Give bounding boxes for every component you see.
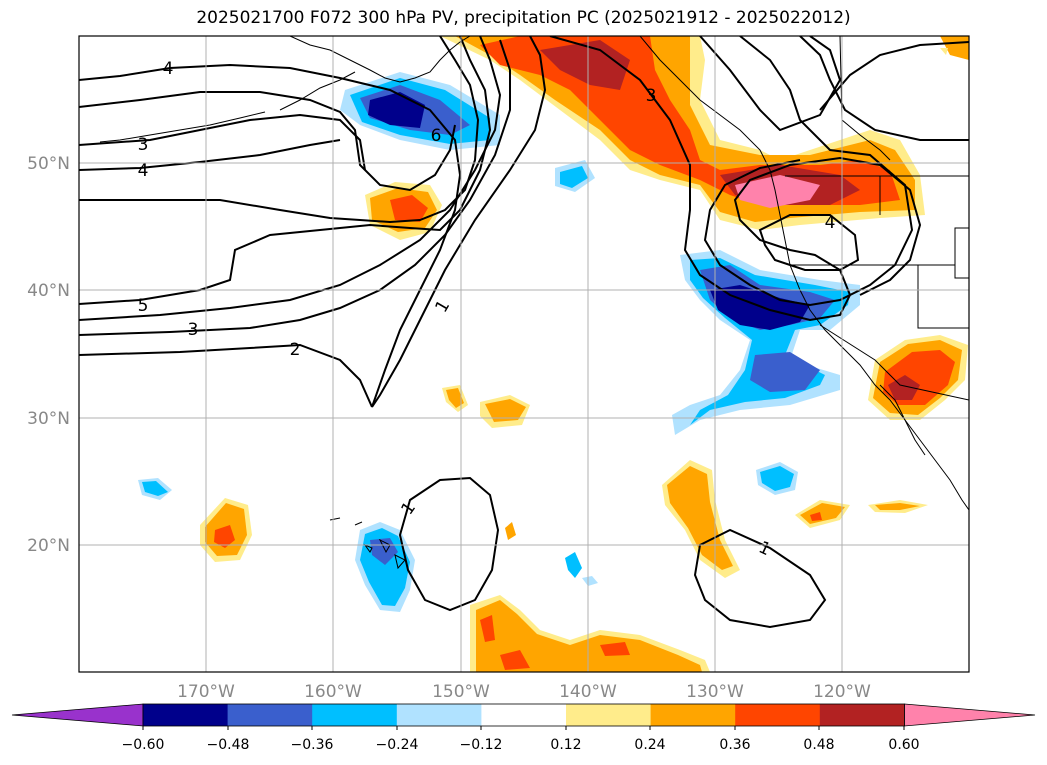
precip-area [500, 650, 530, 670]
precip-area [735, 175, 820, 208]
colorbar-segment [312, 704, 398, 726]
colorbar-segment [481, 704, 567, 726]
colorbar-tick-label: 0.12 [550, 737, 581, 753]
colorbar-tick-label: −0.48 [207, 737, 250, 753]
lat-label: 40°N [27, 281, 70, 301]
pv-contour [79, 63, 462, 408]
colorbar-tick-label: 0.60 [888, 737, 919, 753]
contour-label: 6 [431, 126, 442, 146]
state-border [917, 265, 969, 329]
precip-area [600, 642, 630, 656]
colorbar-segment [227, 704, 313, 726]
pv-contours [79, 36, 969, 629]
hawaii-islands [363, 538, 406, 570]
lon-label: 160°W [304, 682, 362, 702]
precip-area [446, 388, 464, 408]
precip-area [760, 466, 794, 491]
colorbar-segment [566, 704, 652, 726]
contour-label: 3 [188, 320, 199, 340]
pv-contour [703, 36, 914, 307]
colorbar-extend-max [904, 703, 1036, 727]
contour-label: 4 [138, 161, 149, 181]
precip-area [565, 552, 582, 578]
lon-label: 150°W [432, 682, 490, 702]
map-frame [78, 35, 970, 673]
gridlines [79, 36, 969, 672]
precip-area [800, 503, 845, 524]
contour-label: 3 [646, 86, 657, 106]
lat-label: 30°N [27, 409, 70, 429]
precip-area [810, 512, 822, 521]
lon-label: 170°W [177, 682, 235, 702]
contour-label: 4 [825, 213, 836, 233]
pv-contour [79, 39, 511, 336]
precip-area [540, 40, 630, 90]
precip-area [505, 522, 516, 540]
colorbar: −0.60 −0.48 −0.36 −0.24 −0.12 0.12 0.24 0.36 0.4… [11, 703, 1036, 753]
contour-label: 3 [138, 135, 149, 155]
pv-contour [79, 343, 373, 408]
contour-label: 2 [290, 340, 301, 360]
colorbar-segment [819, 704, 905, 726]
colorbar-frame [142, 703, 905, 727]
lon-label: 120°W [813, 682, 871, 702]
aleutian-chain [99, 111, 266, 143]
precip-area [214, 525, 235, 548]
coastline-baja [879, 384, 926, 456]
lon-label: 140°W [559, 682, 617, 702]
pv-contour [819, 41, 969, 111]
pv-contour [79, 36, 502, 321]
contour-label: 5 [138, 296, 149, 316]
colorbar-segment [143, 704, 229, 726]
pv-contour [79, 91, 456, 192]
pv-contour [371, 36, 547, 408]
precip-area [875, 503, 920, 510]
precip-area [750, 352, 820, 392]
colorbar-segment [650, 704, 736, 726]
lat-label: 50°N [27, 154, 70, 174]
pv-contour [79, 36, 480, 224]
colorbar-tick-label: −0.24 [376, 737, 419, 753]
contour-label: 4 [163, 59, 174, 79]
precip-area [476, 600, 702, 672]
pv-contour [758, 214, 860, 271]
lon-label: 130°W [686, 682, 744, 702]
colorbar-tick-label: 0.36 [719, 737, 750, 753]
precip-area [582, 576, 598, 586]
pv-contour [79, 139, 341, 171]
pv-contour [79, 113, 366, 171]
precipitation-fill [138, 36, 969, 672]
precip-area [940, 48, 948, 55]
precip-area [667, 466, 733, 570]
colorbar-tick-label: 0.24 [634, 737, 665, 753]
pv-contour [398, 476, 500, 612]
small-islands [329, 517, 363, 526]
pv-contour [799, 36, 969, 141]
precip-area [560, 166, 588, 188]
state-border [954, 227, 969, 279]
colorbar-tick-label: −0.36 [291, 737, 334, 753]
map-title: 2025021700 F072 300 hPa PV, precipitatio… [196, 8, 851, 28]
pv-contour [699, 36, 842, 132]
colorbar-extend-min [11, 703, 144, 727]
precip-area [390, 195, 428, 222]
colorbar-tick-label: −0.12 [460, 737, 503, 753]
colorbar-segment [735, 704, 821, 726]
coastline-aleutians [279, 71, 356, 111]
border-alaska-canada [839, 36, 891, 161]
precip-area [142, 481, 168, 496]
lat-label: 20°N [27, 536, 70, 556]
precip-area [480, 615, 495, 642]
coastline-alaska [289, 36, 471, 83]
precip-area [485, 399, 526, 422]
pv-contour [79, 36, 492, 305]
pv-contour [693, 528, 827, 629]
contour-label: 1 [431, 297, 454, 316]
colorbar-tick-label: 0.48 [803, 737, 834, 753]
colorbar-tick-label: −0.60 [122, 737, 165, 753]
border-us-mexico [819, 324, 969, 401]
colorbar-segment [396, 704, 482, 726]
